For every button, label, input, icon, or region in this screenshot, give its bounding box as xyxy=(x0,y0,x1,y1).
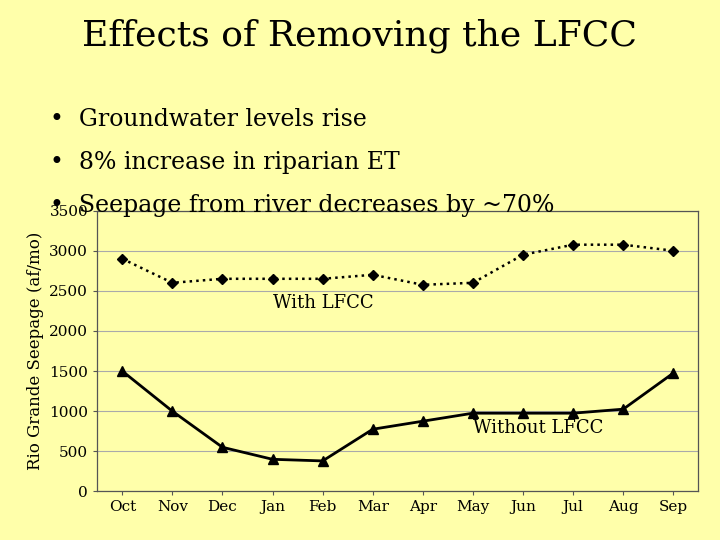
Text: •  8% increase in riparian ET: • 8% increase in riparian ET xyxy=(50,151,400,174)
Text: •  Seepage from river decreases by ~70%: • Seepage from river decreases by ~70% xyxy=(50,194,555,218)
Text: Without LFCC: Without LFCC xyxy=(473,419,603,437)
Y-axis label: Rio Grande Seepage (af/mo): Rio Grande Seepage (af/mo) xyxy=(27,232,44,470)
Text: •  Groundwater levels rise: • Groundwater levels rise xyxy=(50,108,367,131)
Text: With LFCC: With LFCC xyxy=(273,294,373,313)
Text: Effects of Removing the LFCC: Effects of Removing the LFCC xyxy=(83,19,637,53)
